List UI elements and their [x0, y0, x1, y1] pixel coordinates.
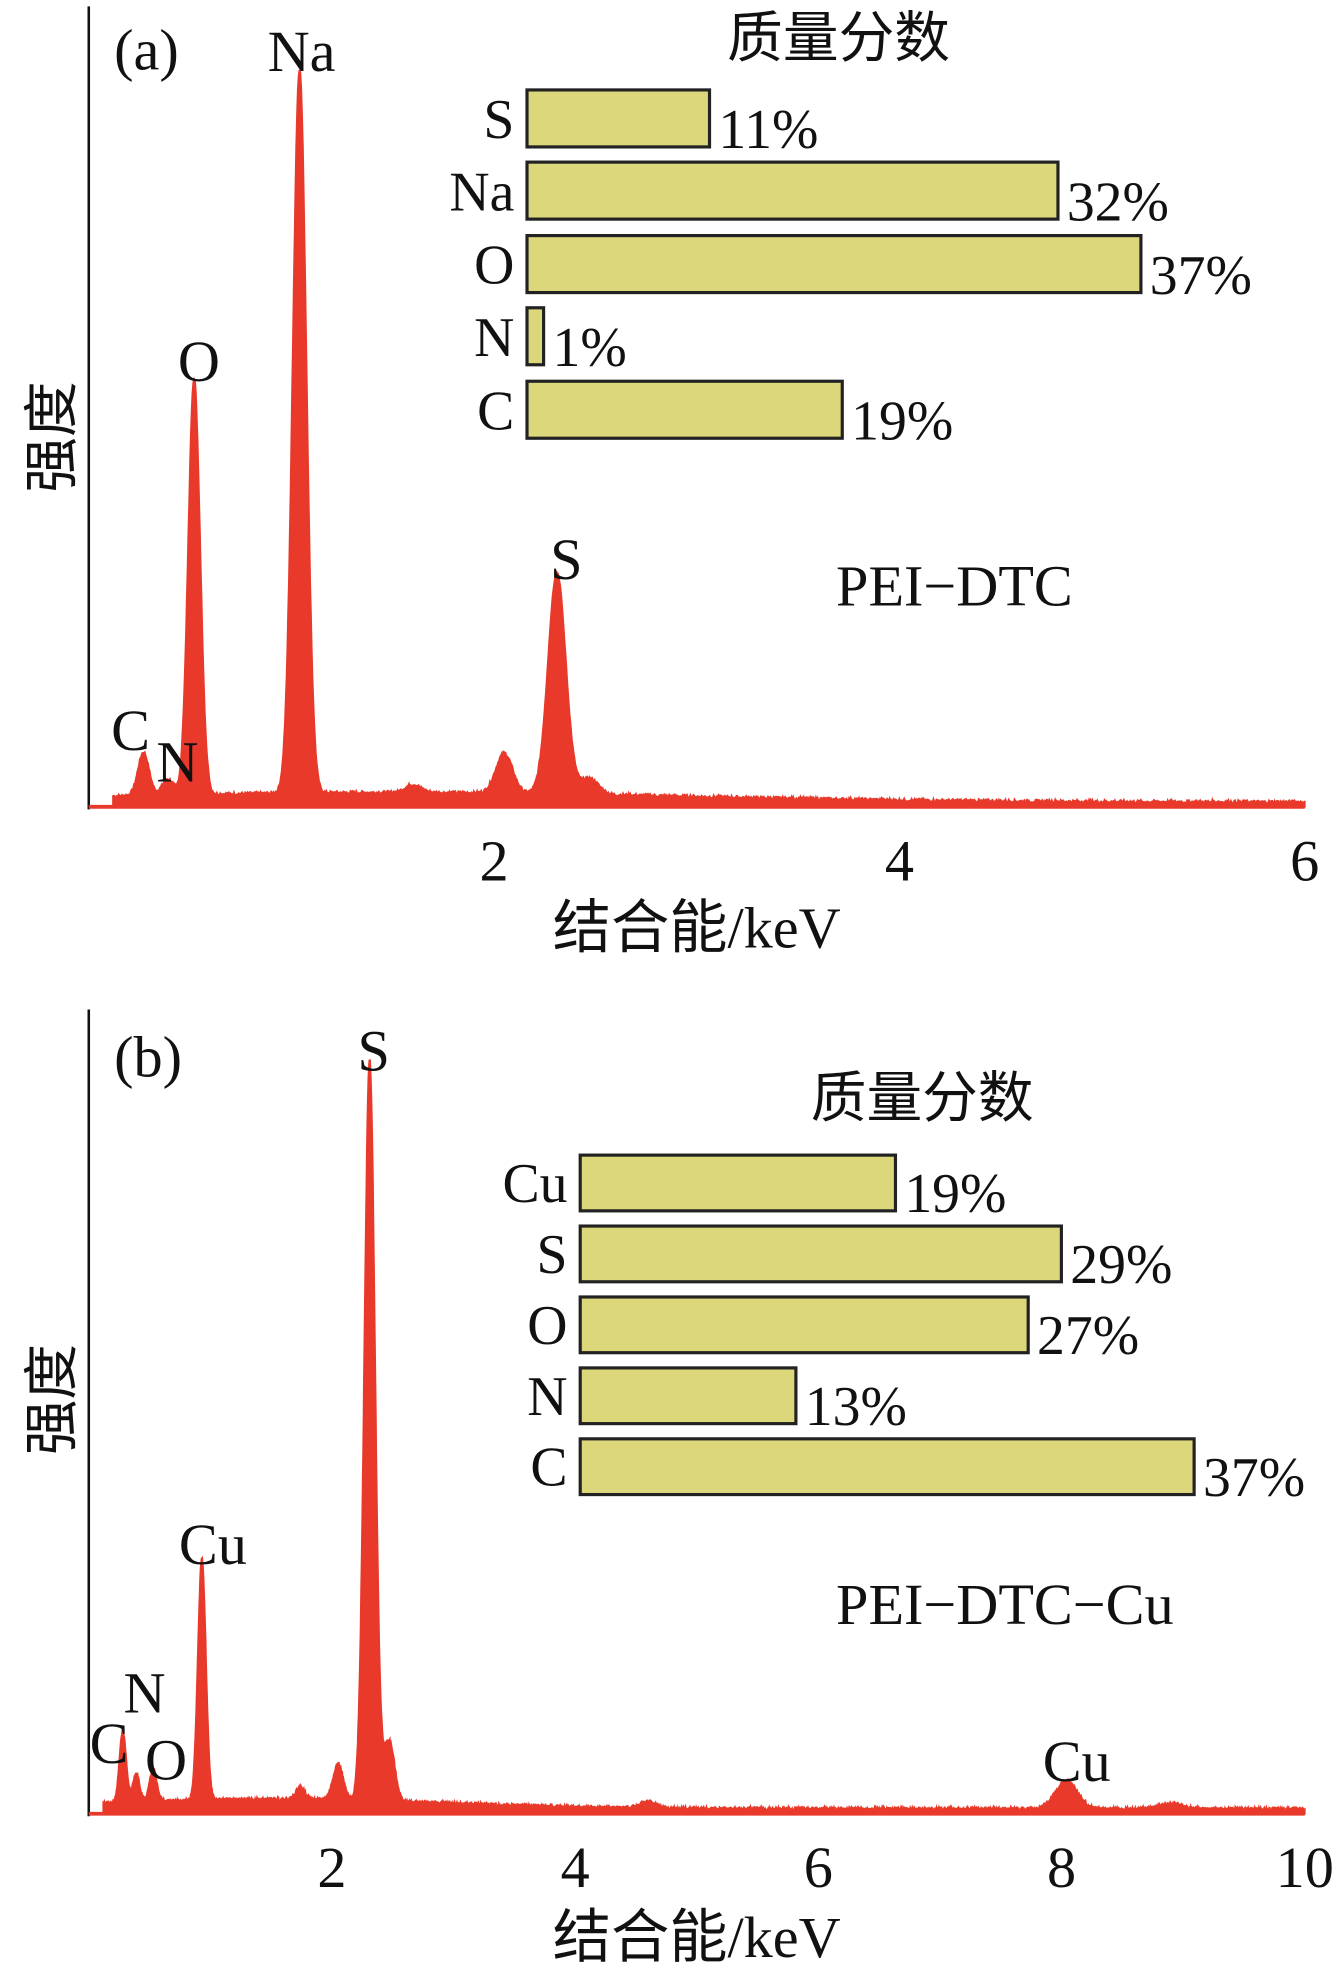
- x-tick-label: 8: [1047, 1835, 1076, 1900]
- inset-bar: [525, 379, 844, 440]
- inset-category-label: C: [477, 380, 514, 442]
- inset-bar: [525, 234, 1143, 295]
- inset-bar: [525, 160, 1060, 221]
- inset-category-label: Cu: [503, 1153, 568, 1215]
- inset-category-label: O: [527, 1295, 567, 1357]
- inset-title: 质量分数: [811, 1068, 1034, 1130]
- panel-label: (a): [114, 18, 179, 83]
- sample-label: PEI−DTC: [836, 553, 1073, 618]
- peak-label: C: [111, 698, 150, 763]
- inset-bar: [578, 1224, 1063, 1284]
- inset-value-label: 11%: [718, 99, 818, 161]
- inset-value-label: 27%: [1037, 1305, 1139, 1367]
- peak-label: S: [550, 527, 582, 592]
- spectrum-area: [102, 1059, 1306, 1815]
- x-axis-label: 结合能/keV: [553, 1905, 841, 1970]
- x-tick-label: 10: [1276, 1835, 1334, 1900]
- inset-category-label: C: [530, 1437, 567, 1499]
- inset-bar: [525, 306, 546, 367]
- inset-value-label: 13%: [805, 1376, 907, 1438]
- peak-label: N: [156, 729, 198, 794]
- inset-value-label: 19%: [904, 1163, 1006, 1225]
- peak-label: Na: [268, 19, 336, 84]
- panel-b: 2 4 6 8 10结合能/keV强度(b)PEI−DTC−CuCNOCuSCu质量分数…: [22, 1009, 1334, 1970]
- x-axis-label: 结合能/keV: [553, 895, 841, 960]
- inset-title: 质量分数: [727, 8, 950, 70]
- peak-label: O: [178, 329, 220, 394]
- inset-category-label: S: [537, 1224, 568, 1286]
- inset-bar: [525, 88, 712, 149]
- inset-category-label: N: [474, 307, 514, 369]
- inset-bar: [578, 1437, 1196, 1497]
- sample-label: PEI−DTC−Cu: [836, 1572, 1174, 1637]
- inset-category-label: O: [474, 235, 514, 297]
- inset-bar: [578, 1366, 798, 1426]
- inset-bar: [578, 1295, 1030, 1355]
- inset-value-label: 29%: [1070, 1234, 1172, 1296]
- spectrum-area: [112, 69, 1306, 808]
- inset-value-label: 19%: [851, 391, 953, 453]
- peak-label: Cu: [179, 1512, 247, 1577]
- peak-label: O: [145, 1728, 187, 1793]
- inset-category-label: S: [483, 89, 514, 151]
- x-tick-label: 4: [885, 828, 914, 893]
- inset-value-label: 37%: [1203, 1447, 1305, 1509]
- x-tick-label: 4: [561, 1835, 590, 1900]
- panel-label: (b): [114, 1025, 182, 1090]
- inset-category-label: N: [527, 1366, 567, 1428]
- inset-value-label: 32%: [1067, 171, 1169, 233]
- peak-label: C: [90, 1711, 129, 1776]
- y-axis-label: 强度: [22, 1344, 84, 1455]
- x-tick-label: 2: [317, 1835, 346, 1900]
- peak-label: N: [123, 1660, 165, 1725]
- inset-value-label: 37%: [1150, 245, 1252, 307]
- x-tick-label: 6: [1290, 828, 1319, 893]
- peak-label: S: [358, 1018, 390, 1083]
- inset-category-label: Na: [449, 161, 514, 223]
- inset-bar: [578, 1153, 898, 1213]
- inset-value-label: 1%: [552, 317, 626, 379]
- peak-label: Cu: [1043, 1729, 1111, 1794]
- x-tick-label: 2: [480, 828, 509, 893]
- x-tick-label: 6: [804, 1835, 833, 1900]
- y-axis-label: 强度: [22, 381, 84, 492]
